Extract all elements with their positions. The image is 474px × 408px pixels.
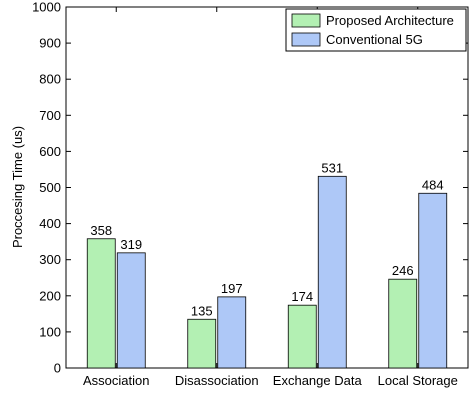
bar-conventional — [418, 192, 448, 369]
legend-label-conventional: Conventional 5G — [326, 32, 423, 47]
bar-proposed — [187, 318, 217, 369]
bar-proposed — [86, 238, 116, 369]
data-label: 358 — [90, 223, 112, 238]
x-tick-label: Association — [83, 373, 149, 388]
y-tick-label: 600 — [39, 144, 61, 159]
y-tick-label: 200 — [39, 288, 61, 303]
legend-swatch-conventional — [291, 32, 321, 47]
y-tick-label: 500 — [39, 180, 61, 195]
bar-conventional — [116, 252, 146, 369]
y-tick-label: 1000 — [32, 0, 61, 15]
y-tick-label: 0 — [54, 361, 61, 376]
bar-proposed — [287, 304, 317, 369]
legend: Proposed Architecture Conventional 5G — [285, 8, 467, 52]
bar-conventional — [217, 296, 247, 369]
y-tick-label: 400 — [39, 216, 61, 231]
data-label: 531 — [321, 160, 343, 175]
y-axis-title: Proccesing Time (us) — [10, 126, 25, 248]
data-label: 197 — [221, 281, 243, 296]
data-label: 135 — [191, 303, 213, 318]
x-tick-label: Local Storage — [378, 373, 458, 388]
y-tick-label: 800 — [39, 72, 61, 87]
y-axis: 0 100 200 300 400 500 600 700 800 900 1000 — [32, 0, 468, 376]
bar-group: 358 319 135 197 174 531 246 484 — [86, 160, 448, 369]
y-tick-label: 300 — [39, 252, 61, 267]
data-label: 174 — [291, 289, 313, 304]
bar-conventional — [317, 175, 347, 369]
x-tick-label: Disassociation — [175, 373, 259, 388]
x-tick-label: Exchange Data — [273, 373, 363, 388]
data-label: 319 — [120, 237, 142, 252]
data-label: 246 — [392, 263, 414, 278]
x-axis: Association Disassociation Exchange Data Lo… — [83, 7, 458, 388]
bar-proposed — [388, 278, 418, 369]
y-tick-label: 700 — [39, 108, 61, 123]
legend-label-proposed: Proposed Architecture — [326, 13, 454, 28]
y-tick-label: 100 — [39, 324, 61, 339]
y-tick-label: 900 — [39, 36, 61, 51]
data-label: 484 — [422, 177, 444, 192]
legend-swatch-proposed — [291, 13, 321, 28]
